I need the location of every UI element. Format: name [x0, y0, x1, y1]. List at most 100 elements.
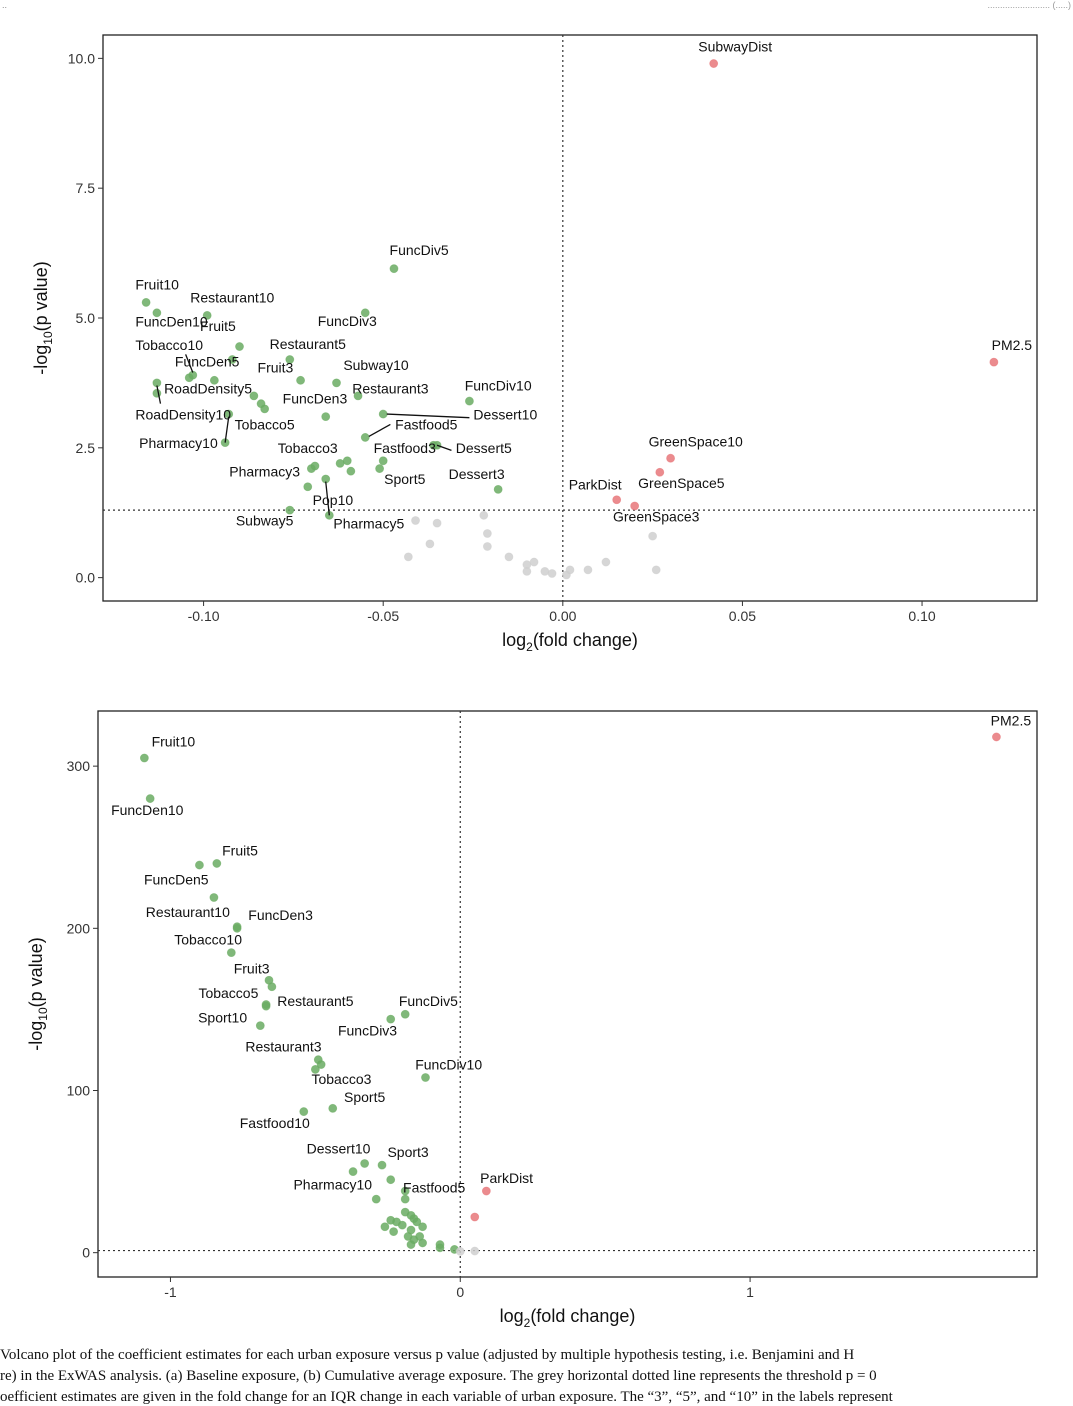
- panel-a-point-label: Pharmacy3: [229, 463, 300, 479]
- panel-a-point-label: Subway5: [236, 513, 294, 529]
- panel-a-point-label: RoadDensity10: [135, 406, 231, 422]
- panel-b-point-label: FuncDen10: [111, 802, 184, 818]
- panel-a-xtick-label: 0.05: [729, 608, 756, 624]
- panel-b-data-point: [226, 948, 236, 958]
- panel-a-point-label: GreenSpace5: [638, 475, 725, 491]
- panel-b-point-label: ParkDist: [480, 1170, 533, 1186]
- panel-a-data-point: [565, 565, 575, 575]
- panel-a-point-label: Fruit5: [200, 318, 236, 334]
- panel-b-point-label: Tobacco5: [198, 985, 258, 1001]
- panel-a-data-point: [332, 378, 341, 388]
- panel-b-data-point: [195, 860, 204, 870]
- panel-b-point-label: Pharmacy10: [293, 1176, 372, 1192]
- panel-a-data-point: [285, 505, 295, 515]
- panel-b-data-point: [389, 1227, 399, 1236]
- panel-b-data-point: [386, 1175, 396, 1185]
- panel-a-point-label: FuncDiv10: [465, 378, 532, 394]
- panel-b-point-label: Fruit3: [234, 961, 270, 977]
- panel-b-data-point: [267, 982, 277, 992]
- panel-a-data-point: [648, 531, 658, 541]
- panel-b-point-label: Restaurant10: [146, 904, 230, 920]
- panel-a-data-point: [612, 495, 622, 505]
- panel-b-data-point: [386, 1215, 396, 1225]
- panel-a-label-leader-line: [156, 385, 162, 404]
- panel-b-data-point: [400, 1194, 410, 1204]
- panel-a-data-point: [493, 484, 503, 494]
- panel-a-data-point: [482, 542, 492, 551]
- panel-a-y-axis-label: -log10(p value): [31, 261, 55, 374]
- panel-b-xtick-label: 0: [456, 1284, 464, 1300]
- caption-line-2: re) in the ExWAS analysis. (a) Baseline …: [0, 1368, 877, 1384]
- panel-a-data-point: [335, 458, 345, 468]
- panel-a-point-label: Pharmacy5: [333, 515, 404, 531]
- panel-a-data-point: [235, 342, 244, 351]
- panel-a-point-label: Dessert5: [456, 440, 512, 456]
- panel-b-data-point: [316, 1060, 326, 1069]
- panel-b-point-label: Fruit10: [152, 734, 196, 750]
- panel-a-label-leader-line: [325, 481, 330, 516]
- panel-b-data-point: [435, 1240, 445, 1249]
- panel-a-data-point: [152, 308, 162, 318]
- panel-a-data-point: [152, 388, 162, 398]
- panel-b-data-point: [299, 1107, 309, 1116]
- panel-a-ytick-label: 5.0: [76, 310, 96, 326]
- panel-b-data-point: [377, 1160, 387, 1170]
- panel-a-x-axis-label: log2(fold change): [502, 630, 638, 654]
- panel-a-data-point: [522, 567, 532, 576]
- panel-a-point-label: Subway10: [343, 357, 409, 373]
- panel-a-data-point: [425, 539, 435, 549]
- panel-b-data-point: [255, 1021, 265, 1031]
- panel-a-point-label: Dessert3: [449, 466, 505, 482]
- panel-b-ytick-label: 200: [67, 920, 91, 936]
- panel-a-point-label: RoadDensity5: [164, 380, 252, 396]
- figure: .. ......................... (.....) -0.…: [2, 0, 1071, 1330]
- panel-a-label-leader-line: [436, 444, 452, 452]
- panel-b-data-point: [400, 1009, 410, 1019]
- panel-a-data-point: [256, 399, 266, 409]
- panel-a-point-label: Dessert10: [473, 406, 537, 422]
- panel-a-point-label: Tobacco3: [278, 440, 338, 456]
- panel-a-point-label: FuncDen5: [175, 353, 240, 369]
- panel-a-xtick-label: 0.10: [908, 608, 935, 624]
- panel-b-data-point: [380, 1222, 390, 1232]
- panel-b-data-point: [421, 1073, 430, 1082]
- panel-b-data-point: [470, 1246, 480, 1256]
- panel-a-data-point: [403, 552, 413, 562]
- panel-b-point-label: Fastfood5: [403, 1180, 465, 1196]
- panel-b-data-point: [209, 893, 219, 902]
- panel-a-data-point: [583, 565, 593, 575]
- panel-b-point-label: Sport3: [387, 1144, 428, 1160]
- panel-a-data-point: [989, 357, 999, 367]
- panel-a-ytick-label: 10.0: [68, 50, 95, 66]
- caption-line-1: Volcano plot of the coefficient estimate…: [0, 1347, 855, 1363]
- panel-a-data-point: [547, 569, 557, 578]
- panel-a-label-leader-line: [368, 423, 391, 437]
- panel-a-data-point: [378, 456, 388, 466]
- page-header-left: ..: [2, 0, 7, 10]
- panel-a-data-point: [209, 375, 219, 385]
- panel-a-point-label: Restaurant5: [270, 336, 346, 352]
- panel-a-data-point: [465, 396, 474, 406]
- panel-a-point-label: Tobacco5: [235, 417, 295, 433]
- panel-a-data-point: [249, 391, 259, 401]
- panel-b-data-point: [310, 1065, 320, 1074]
- panel-b-point-label: PM2.5: [991, 713, 1032, 729]
- panel-a-point-label: GreenSpace10: [649, 433, 743, 449]
- panel-a-data-point: [389, 264, 399, 274]
- panel-a-point-label: FuncDiv5: [390, 242, 449, 258]
- panel-a-data-point: [479, 510, 489, 520]
- panel-a: -0.10 -0.05 0.00 0.05 0.10 0.0 2.5 5.0 7.5 10.0 Su…: [31, 34, 1038, 654]
- panel-b-data-point: [481, 1186, 491, 1196]
- panel-b-point-label: Fruit5: [222, 842, 258, 858]
- panel-a-label-leader-line: [386, 413, 470, 419]
- panel-a-point-label: Fastfood3: [374, 440, 436, 456]
- panel-a-data-point: [346, 466, 356, 476]
- panel-a-data-point: [655, 467, 665, 477]
- panel-a-point-label: FuncDiv3: [318, 313, 377, 329]
- panel-b-data-point: [371, 1194, 381, 1204]
- panel-b-point-label: Tobacco10: [174, 932, 242, 948]
- panel-a-data-point: [529, 557, 539, 567]
- panel-a-data-point: [378, 409, 388, 419]
- panel-a-label-leader-line: [185, 354, 194, 373]
- panel-b-point-label: FuncDen5: [144, 872, 209, 888]
